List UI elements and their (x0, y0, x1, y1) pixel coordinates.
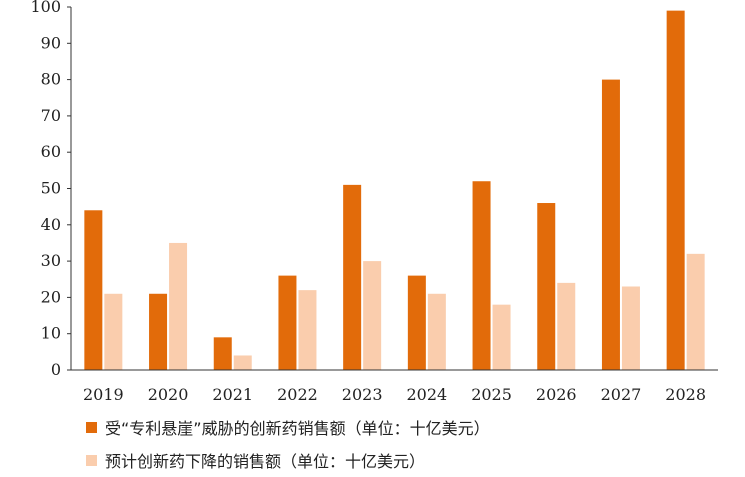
y-tick-label: 60 (41, 142, 61, 161)
bar-projected-decline-2027 (621, 286, 640, 370)
bar-patent-cliff-2019 (84, 210, 103, 370)
x-tick-label: 2027 (601, 385, 642, 404)
bar-patent-cliff-2022 (278, 275, 297, 370)
y-tick-label: 40 (41, 215, 61, 234)
legend-item-2: 预计创新药下降的销售额（单位：十亿美元） (86, 448, 425, 472)
x-tick-label: 2022 (277, 385, 318, 404)
bar-projected-decline-2028 (686, 253, 705, 370)
y-tick-label: 10 (41, 324, 61, 343)
legend-item-1: 受“专利悬崖”威胁的创新药销售额（单位：十亿美元） (86, 415, 490, 439)
bar-patent-cliff-2028 (666, 10, 685, 370)
x-tick-label: 2019 (83, 385, 124, 404)
x-axis: 2019 2020 2021 2022 2023 2024 2025 2026 2027 2028 (71, 369, 718, 404)
bar-patent-cliff-2027 (601, 79, 620, 370)
bar-patent-cliff-2024 (407, 275, 426, 370)
bar-projected-decline-2022 (298, 290, 317, 370)
y-tick-label: 70 (41, 106, 61, 125)
y-tick-label: 80 (41, 70, 61, 89)
x-tick-label: 2023 (342, 385, 383, 404)
y-tick-label: 50 (41, 179, 61, 198)
bars (84, 10, 705, 370)
x-tick-label: 2026 (536, 385, 577, 404)
bar-projected-decline-2024 (427, 293, 446, 370)
y-tick-label: 20 (41, 287, 61, 306)
y-axis: 0 10 20 30 40 50 60 70 80 90 100 (30, 0, 72, 379)
x-tick-label: 2025 (471, 385, 512, 404)
legend-swatch-2 (86, 454, 97, 466)
bar-projected-decline-2026 (557, 282, 576, 370)
bar-patent-cliff-2025 (472, 181, 491, 370)
legend-swatch-1 (86, 421, 97, 433)
y-tick-label: 90 (41, 33, 61, 52)
bar-patent-cliff-2021 (213, 337, 232, 370)
bar-projected-decline-2020 (169, 242, 188, 370)
x-tick-label: 2020 (148, 385, 189, 404)
bar-patent-cliff-2023 (343, 184, 362, 370)
y-tick-label: 0 (51, 360, 61, 379)
legend-label-2: 预计创新药下降的销售额（单位：十亿美元） (105, 452, 426, 471)
bar-patent-cliff-2020 (149, 293, 168, 370)
x-tick-label: 2024 (406, 385, 447, 404)
legend-label-1: 受“专利悬崖”威胁的创新药销售额（单位：十亿美元） (105, 419, 490, 438)
y-tick-label: 30 (41, 251, 61, 270)
bar-projected-decline-2019 (104, 293, 123, 370)
x-tick-label: 2028 (665, 385, 706, 404)
x-tick-label: 2021 (212, 385, 253, 404)
bar-patent-cliff-2026 (537, 203, 556, 370)
bar-projected-decline-2021 (233, 355, 252, 370)
bar-projected-decline-2023 (363, 261, 382, 370)
bar-projected-decline-2025 (492, 304, 511, 370)
y-tick-label: 100 (30, 0, 61, 16)
